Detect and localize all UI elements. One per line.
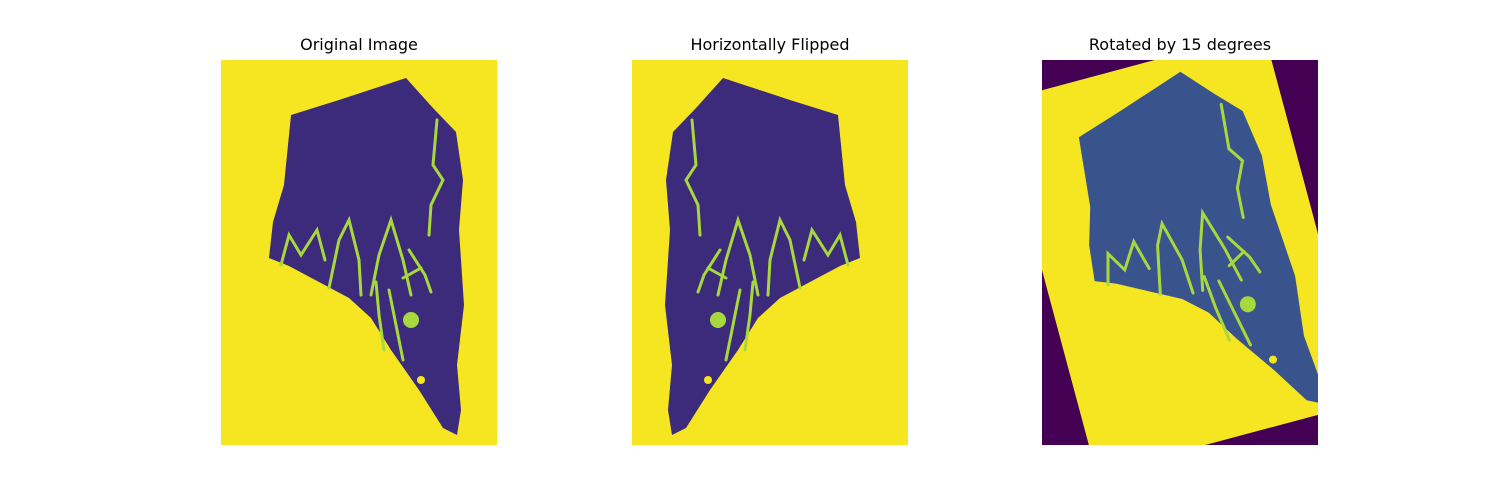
flipped-image: [632, 60, 908, 445]
panel-original: Original Image: [221, 34, 497, 445]
rotated-content: [1042, 60, 1318, 445]
panel-title-flipped: Horizontally Flipped: [690, 35, 850, 54]
panel-rotated: Rotated by 15 degrees: [1042, 34, 1318, 445]
panel-title-original: Original Image: [300, 35, 418, 54]
original-image: [221, 60, 497, 445]
specimen-shape-original: [269, 78, 464, 435]
panel-flipped: Horizontally Flipped: [632, 34, 908, 445]
panel-title-rotated: Rotated by 15 degrees: [1088, 35, 1272, 54]
specimen-shape-flipped: [665, 78, 860, 435]
rotated-image: [1042, 60, 1318, 445]
